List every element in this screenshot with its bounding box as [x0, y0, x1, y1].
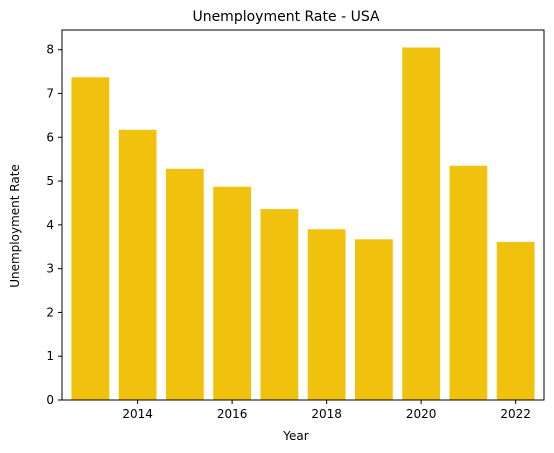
- x-tick-label: 2016: [217, 407, 248, 421]
- chart-title: Unemployment Rate - USA: [192, 9, 380, 25]
- bar-2020: [402, 47, 441, 400]
- bar-2017: [260, 209, 299, 400]
- plot-frame: [61, 29, 545, 401]
- x-tick-label: 2022: [500, 407, 531, 421]
- bar-2022: [496, 241, 535, 400]
- bar-2013: [71, 77, 110, 400]
- y-tick-label: 6: [46, 130, 54, 144]
- x-tick-label: 2020: [406, 407, 437, 421]
- bar-series: [71, 47, 535, 400]
- x-axis-label: Year: [282, 429, 308, 443]
- y-tick-label: 0: [46, 393, 54, 407]
- x-axis-ticks: 2014 2016 2018 2020 2022: [122, 400, 531, 421]
- bar-2016: [213, 186, 252, 400]
- y-axis-label: Unemployment Rate: [8, 164, 22, 288]
- y-tick-label: 7: [46, 86, 54, 100]
- y-axis-ticks: 0 1 2 3 4 5 6 7 8: [46, 43, 62, 407]
- y-tick-label: 1: [46, 349, 54, 363]
- y-tick-label: 5: [46, 174, 54, 188]
- y-tick-label: 8: [46, 43, 54, 57]
- y-tick-label: 3: [46, 262, 54, 276]
- x-tick-label: 2014: [122, 407, 153, 421]
- bar-2019: [354, 239, 393, 400]
- bar-2021: [449, 165, 488, 400]
- bar-2014: [118, 129, 157, 400]
- y-tick-label: 2: [46, 305, 54, 319]
- y-tick-label: 4: [46, 218, 54, 232]
- bar-2015: [165, 168, 204, 400]
- bar-2018: [307, 229, 346, 400]
- x-tick-label: 2018: [311, 407, 342, 421]
